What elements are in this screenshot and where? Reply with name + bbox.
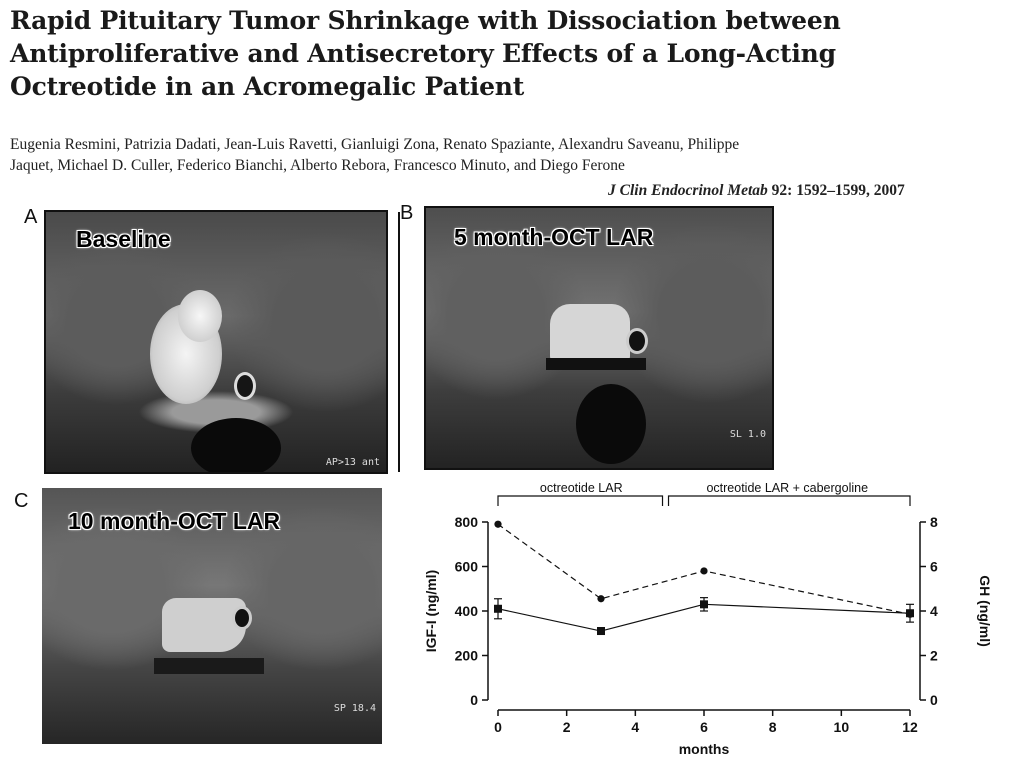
scan-overlay-text: SL 1.0: [729, 429, 766, 440]
tumor-mass-lobe: [178, 290, 222, 342]
y-left-tick-label: 600: [455, 559, 479, 575]
treatment-brackets: octreotide LAR octreotide LAR + cabergoli…: [497, 481, 911, 506]
carotid-flow-void: [234, 372, 256, 400]
x-tick-label: 8: [769, 719, 777, 735]
y-left-tick-label: 800: [455, 514, 479, 530]
panel-c-caption: 10 month-OCT LAR: [68, 508, 281, 534]
y-left-tick-label: 400: [455, 603, 479, 619]
data-point-circle: [597, 595, 605, 603]
bracket-octreotide-cabergoline: [667, 495, 911, 506]
x-axis-label: months: [679, 741, 730, 757]
chart-series: [494, 520, 914, 636]
x-tick-label: 2: [563, 719, 571, 735]
journal-name: J Clin Endocrinol Metab: [608, 182, 768, 199]
y-right-tick-label: 2: [930, 648, 938, 664]
x-tick-label: 4: [631, 719, 639, 735]
sphenoid-sinus: [191, 418, 281, 472]
panel-a-caption: Baseline: [76, 226, 171, 252]
y-right-tick-label: 4: [930, 603, 938, 619]
data-point-circle: [906, 610, 914, 618]
data-point-circle: [494, 520, 502, 528]
data-point-square: [494, 604, 502, 613]
panel-b-caption: 5 month-OCT LAR: [454, 224, 654, 250]
y-right-tick-label: 0: [930, 692, 938, 708]
y-left-tick-label: 0: [470, 692, 478, 708]
x-tick-label: 10: [834, 719, 850, 735]
sella-floor: [154, 658, 264, 674]
y-right-tick-label: 6: [930, 559, 938, 575]
series-line-1: [497, 523, 911, 615]
y-axis-right-label: GH (ng/ml): [977, 575, 993, 647]
bracket-label: octreotide LAR + cabergoline: [706, 481, 868, 495]
data-point-circle: [700, 567, 708, 575]
chart-axes: 0 200 400 600 800 0 2 4 6 8 0 2 4 6 8 10 12: [455, 514, 938, 735]
carotid-flow-void: [232, 606, 252, 630]
igf-gh-chart: octreotide LAR octreotide LAR + cabergoli…: [423, 481, 993, 757]
residual-tumor: [162, 598, 246, 652]
author-list: Eugenia Resmini, Patrizia Dadati, Jean-L…: [10, 136, 740, 174]
journal-citation: J Clin Endocrinol Metab 92: 1592–1599, 2…: [608, 182, 905, 200]
paper-title: Rapid Pituitary Tumor Shrinkage with Dis…: [10, 6, 841, 101]
bracket-octreotide: [497, 495, 664, 506]
y-axis-left-label: IGF-I (ng/ml): [423, 570, 439, 652]
x-tick-label: 6: [700, 719, 708, 735]
residual-tumor: [550, 304, 630, 364]
volume-pages-year: 92: 1592–1599, 2007: [771, 182, 905, 199]
bracket-label: octreotide LAR: [540, 481, 623, 495]
mri-panel-b: 5 month-OCT LAR SL 1.0: [424, 206, 774, 470]
series-line-0: [497, 603, 911, 632]
mri-panel-c: 10 month-OCT LAR SP 18.4: [42, 488, 382, 744]
y-right-tick-label: 8: [930, 514, 938, 530]
mri-panel-a: Baseline AP>13 ant: [44, 210, 388, 474]
x-tick-label: 12: [902, 719, 918, 735]
chart-labels: months IGF-I (ng/ml) GH (ng/ml): [423, 570, 993, 757]
y-left-tick-label: 200: [455, 648, 479, 664]
data-point-square: [597, 627, 605, 636]
sella-floor: [546, 358, 646, 370]
panel-a-letter: A: [24, 206, 38, 228]
data-point-square: [700, 600, 708, 609]
panel-c-letter: C: [14, 490, 29, 512]
panel-b-letter: B: [400, 202, 414, 224]
x-tick-label: 0: [494, 719, 502, 735]
panel-divider: [398, 212, 400, 472]
scan-overlay-text: AP>13 ant: [325, 457, 380, 468]
carotid-flow-void: [626, 328, 648, 354]
scan-overlay-text: SP 18.4: [333, 703, 376, 714]
sphenoid-sinus: [576, 384, 646, 464]
